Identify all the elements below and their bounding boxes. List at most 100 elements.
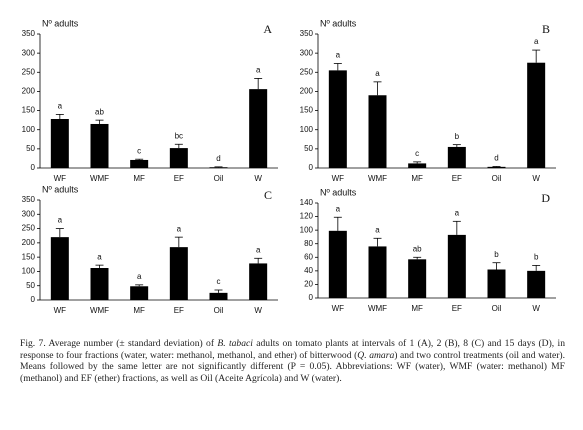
caption: Fig. 7. Average number (± standard devia… bbox=[20, 338, 565, 384]
significance-letter: a bbox=[58, 216, 63, 225]
y-tick-label: 350 bbox=[300, 29, 314, 38]
significance-letter: a bbox=[256, 66, 261, 75]
significance-letter: ab bbox=[413, 244, 422, 253]
x-tick-label: MF bbox=[133, 174, 145, 183]
bar bbox=[527, 270, 546, 298]
bar bbox=[130, 159, 149, 168]
y-tick-label: 80 bbox=[304, 239, 313, 248]
y-tick-label: 350 bbox=[22, 29, 36, 38]
x-tick-label: EF bbox=[174, 174, 184, 183]
significance-letter: d bbox=[216, 154, 220, 163]
y-tick-label: 200 bbox=[22, 87, 36, 96]
error-bar bbox=[413, 161, 422, 164]
x-tick-label: WMF bbox=[90, 174, 109, 183]
error-bar bbox=[214, 289, 223, 293]
error-bar bbox=[254, 78, 263, 90]
y-tick-label: 50 bbox=[26, 281, 35, 290]
panel-label: D bbox=[541, 191, 550, 205]
bar bbox=[209, 292, 228, 300]
y-tick-label: 150 bbox=[300, 106, 314, 115]
significance-letter: a bbox=[256, 245, 261, 254]
bar bbox=[328, 230, 347, 298]
y-tick-label: 250 bbox=[22, 224, 36, 233]
y-tick-label: 350 bbox=[22, 195, 36, 204]
x-tick-label: EF bbox=[452, 304, 462, 313]
x-tick-label: MF bbox=[411, 174, 423, 183]
bar bbox=[90, 123, 109, 168]
bar bbox=[328, 70, 347, 168]
caption-text: adults on tomato plants at intervals of … bbox=[20, 338, 565, 361]
significance-letter: a bbox=[97, 252, 102, 261]
x-tick-label: W bbox=[254, 306, 262, 315]
x-tick-label: Oil bbox=[492, 174, 502, 183]
bar bbox=[249, 89, 268, 168]
y-axis-label: Nº adults bbox=[320, 18, 357, 28]
significance-letter: c bbox=[217, 277, 221, 286]
caption-text: Fig. 7. Average number (± standard devia… bbox=[20, 338, 218, 349]
panel-label: C bbox=[264, 188, 272, 202]
bar bbox=[368, 246, 387, 298]
error-bar bbox=[55, 114, 64, 119]
error-bar bbox=[373, 81, 382, 96]
significance-letter: a bbox=[336, 204, 341, 213]
x-tick-label: EF bbox=[174, 306, 184, 315]
y-tick-label: 250 bbox=[300, 67, 314, 76]
significance-letter: b bbox=[455, 132, 460, 141]
y-tick-label: 50 bbox=[26, 144, 35, 153]
error-bar bbox=[135, 284, 144, 287]
x-tick-label: WMF bbox=[90, 306, 109, 315]
y-tick-label: 150 bbox=[22, 252, 36, 261]
y-tick-label: 200 bbox=[22, 238, 36, 247]
error-bar bbox=[373, 237, 382, 247]
significance-letter: a bbox=[375, 225, 380, 234]
bar bbox=[408, 259, 427, 298]
x-tick-label: WF bbox=[332, 304, 345, 313]
bar bbox=[90, 268, 109, 300]
caption-species: Q. amara bbox=[357, 349, 395, 361]
x-tick-label: W bbox=[532, 304, 540, 313]
y-tick-label: 0 bbox=[309, 293, 314, 302]
x-tick-label: WMF bbox=[368, 304, 387, 313]
error-bar bbox=[532, 49, 541, 63]
caption-text: ) and two control treatments (oil and wa… bbox=[20, 349, 565, 384]
y-tick-label: 0 bbox=[31, 295, 36, 304]
y-tick-label: 250 bbox=[22, 67, 36, 76]
error-bar bbox=[333, 63, 342, 71]
x-tick-label: WF bbox=[54, 174, 67, 183]
significance-letter: a bbox=[455, 208, 460, 217]
y-tick-label: 100 bbox=[300, 225, 314, 234]
y-tick-label: 300 bbox=[22, 48, 36, 57]
significance-letter: a bbox=[336, 51, 341, 60]
bar bbox=[169, 247, 188, 300]
error-bar bbox=[413, 256, 422, 260]
y-axis-label: Nº adults bbox=[42, 184, 79, 194]
x-tick-label: MF bbox=[411, 304, 423, 313]
significance-letter: a bbox=[534, 37, 539, 46]
significance-letter: c bbox=[415, 149, 419, 158]
significance-letter: a bbox=[58, 102, 63, 111]
bar bbox=[408, 163, 427, 168]
bar bbox=[368, 95, 387, 168]
y-tick-label: 0 bbox=[31, 163, 36, 172]
x-tick-label: Oil bbox=[214, 306, 224, 315]
bar bbox=[527, 62, 546, 168]
y-tick-label: 300 bbox=[300, 48, 314, 57]
x-tick-label: Oil bbox=[492, 304, 502, 313]
significance-letter: c bbox=[137, 146, 141, 155]
error-bar bbox=[254, 257, 263, 264]
x-tick-label: Oil bbox=[214, 174, 224, 183]
error-bar bbox=[95, 119, 104, 124]
error-bar bbox=[492, 262, 501, 270]
bar bbox=[209, 167, 228, 168]
y-tick-label: 140 bbox=[300, 198, 314, 207]
error-bar bbox=[333, 216, 342, 231]
significance-letter: bc bbox=[175, 131, 183, 140]
significance-letter: a bbox=[177, 224, 182, 233]
x-tick-label: MF bbox=[133, 306, 145, 315]
y-tick-label: 300 bbox=[22, 209, 36, 218]
bar bbox=[447, 234, 466, 298]
x-tick-label: W bbox=[532, 174, 540, 183]
y-tick-label: 150 bbox=[22, 106, 36, 115]
y-tick-label: 100 bbox=[300, 125, 314, 134]
